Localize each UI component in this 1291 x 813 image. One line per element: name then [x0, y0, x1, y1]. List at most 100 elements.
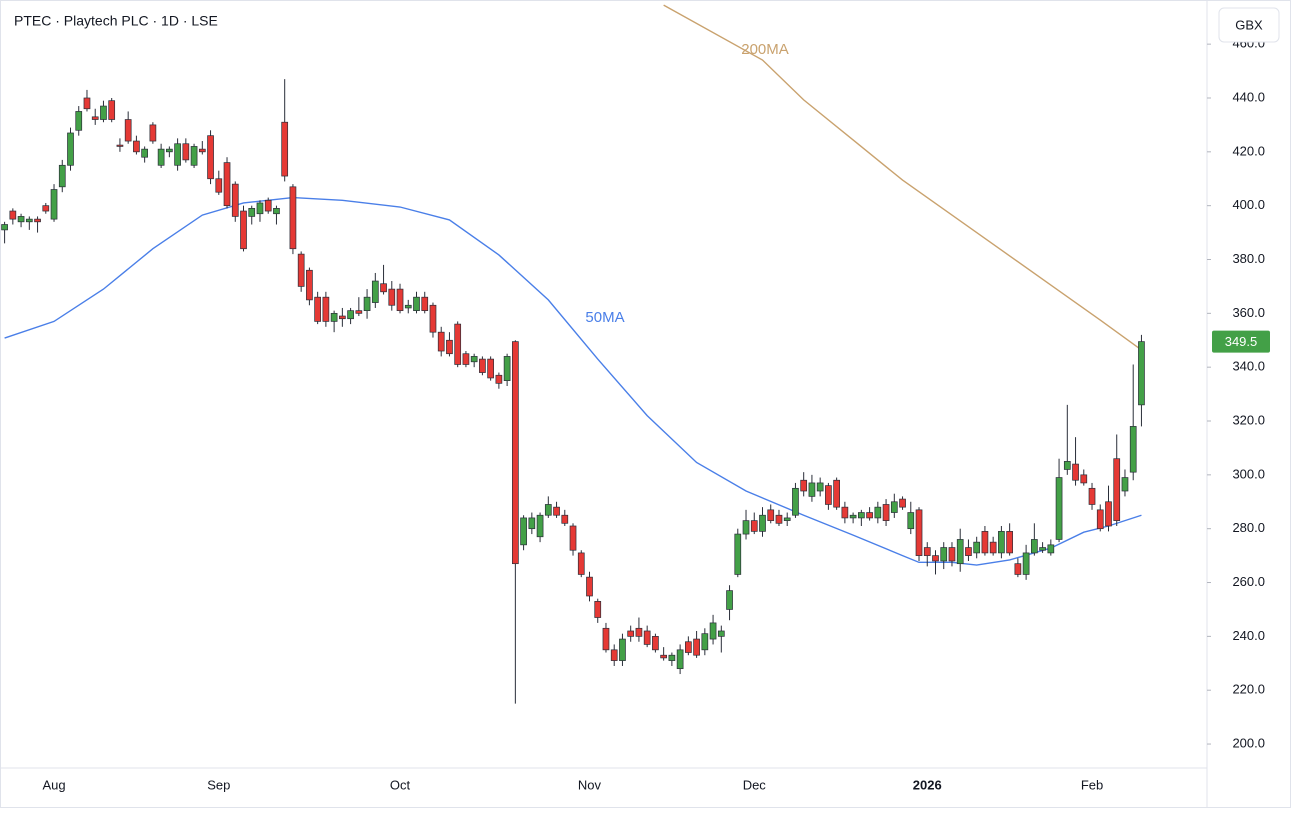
candle-body [512, 341, 519, 565]
candle-body [437, 331, 445, 352]
candle-body [948, 547, 956, 562]
candle-body [627, 630, 635, 637]
candle-body [347, 310, 354, 320]
y-tick-label: 380.0 [1232, 251, 1265, 266]
candle-body [685, 641, 692, 653]
candle-body [775, 514, 783, 524]
x-tick-label: Feb [1081, 777, 1103, 792]
x-tick-label: Oct [390, 777, 411, 792]
candle-body [1088, 487, 1096, 505]
candle-body [544, 504, 552, 516]
candle-body [1096, 509, 1104, 530]
candle-body [1039, 547, 1046, 551]
candle-body [182, 143, 190, 161]
candle-body [454, 323, 462, 365]
candle-body [273, 208, 280, 215]
candle-body [67, 132, 74, 166]
candle-body [932, 555, 939, 562]
y-tick-label: 240.0 [1232, 628, 1265, 643]
candle-body [742, 520, 750, 535]
candle-body [149, 124, 157, 142]
last-price-label: 349.5 [1225, 334, 1258, 349]
candle-body [1129, 426, 1137, 473]
candle-body [956, 539, 964, 565]
candle-body [413, 296, 420, 311]
candle-body [520, 517, 527, 546]
y-tick-label: 420.0 [1232, 143, 1265, 158]
line-label: 200MA [741, 41, 789, 58]
candle-body [553, 506, 560, 516]
moving-average-line [4, 196, 1142, 566]
candle-body [339, 315, 346, 320]
candle-body [767, 509, 775, 521]
candle-body [981, 531, 989, 554]
candle-body [602, 627, 610, 651]
candle-body [816, 482, 824, 492]
candle-body [495, 374, 503, 384]
candle-body [569, 525, 577, 551]
candle-body [363, 296, 371, 311]
candle-body [586, 576, 593, 597]
candle-body [462, 353, 470, 365]
candle-body [899, 498, 906, 508]
candle-body [9, 210, 17, 220]
candle-body [726, 590, 733, 610]
candle-body [874, 506, 882, 519]
candle-body [808, 482, 816, 497]
candle-body [190, 146, 198, 166]
title-backdrop [6, 8, 256, 36]
candle-body [479, 358, 486, 373]
candle-body [487, 358, 494, 379]
candle-body [1113, 458, 1121, 521]
candle-body [1030, 539, 1038, 554]
candle-body [882, 504, 890, 521]
candle-body [652, 636, 659, 651]
currency-label[interactable]: GBX [1235, 17, 1263, 32]
candle-body [25, 218, 33, 223]
candle-body [536, 514, 544, 538]
candle-body [734, 533, 742, 575]
candle-body [989, 541, 997, 554]
candle-body [619, 638, 626, 661]
y-tick-label: 320.0 [1232, 412, 1265, 427]
candle-body [75, 111, 83, 131]
currency-button[interactable] [1218, 7, 1280, 43]
x-tick-label: Nov [578, 777, 602, 792]
candle-body [1055, 477, 1063, 540]
candle-body [297, 253, 305, 287]
candle-body [124, 119, 132, 142]
candle-body [322, 296, 330, 322]
candle-body [833, 479, 840, 508]
candle-body [429, 304, 437, 333]
candle-body [380, 283, 387, 293]
candle-body [371, 280, 379, 303]
line-label: 50MA [585, 309, 624, 326]
candle-body [231, 183, 239, 217]
candle-body [849, 514, 857, 519]
candle-body [83, 97, 91, 110]
candle-body [660, 654, 667, 659]
candle-body [841, 506, 849, 519]
candle-body [198, 148, 206, 153]
candle-body [676, 649, 684, 670]
y-tick-label: 200.0 [1232, 735, 1265, 750]
candle-body [643, 630, 651, 645]
candle-body [750, 520, 758, 532]
y-tick-label: 300.0 [1232, 466, 1265, 481]
y-tick-label: 400.0 [1232, 197, 1265, 212]
candle-body [717, 630, 725, 637]
candle-body [998, 531, 1005, 554]
candle-body [50, 189, 58, 220]
candle-body [421, 296, 429, 311]
candle-body [223, 162, 231, 207]
y-tick-label: 440.0 [1232, 89, 1265, 104]
candle-body [174, 143, 181, 166]
x-tick-label: Sep [207, 777, 230, 792]
candle-body [256, 202, 264, 215]
x-tick-label: Dec [743, 777, 767, 792]
candle-body [907, 512, 915, 530]
x-tick-label: Aug [42, 777, 65, 792]
candle-body [561, 514, 569, 524]
candle-body [116, 144, 124, 147]
